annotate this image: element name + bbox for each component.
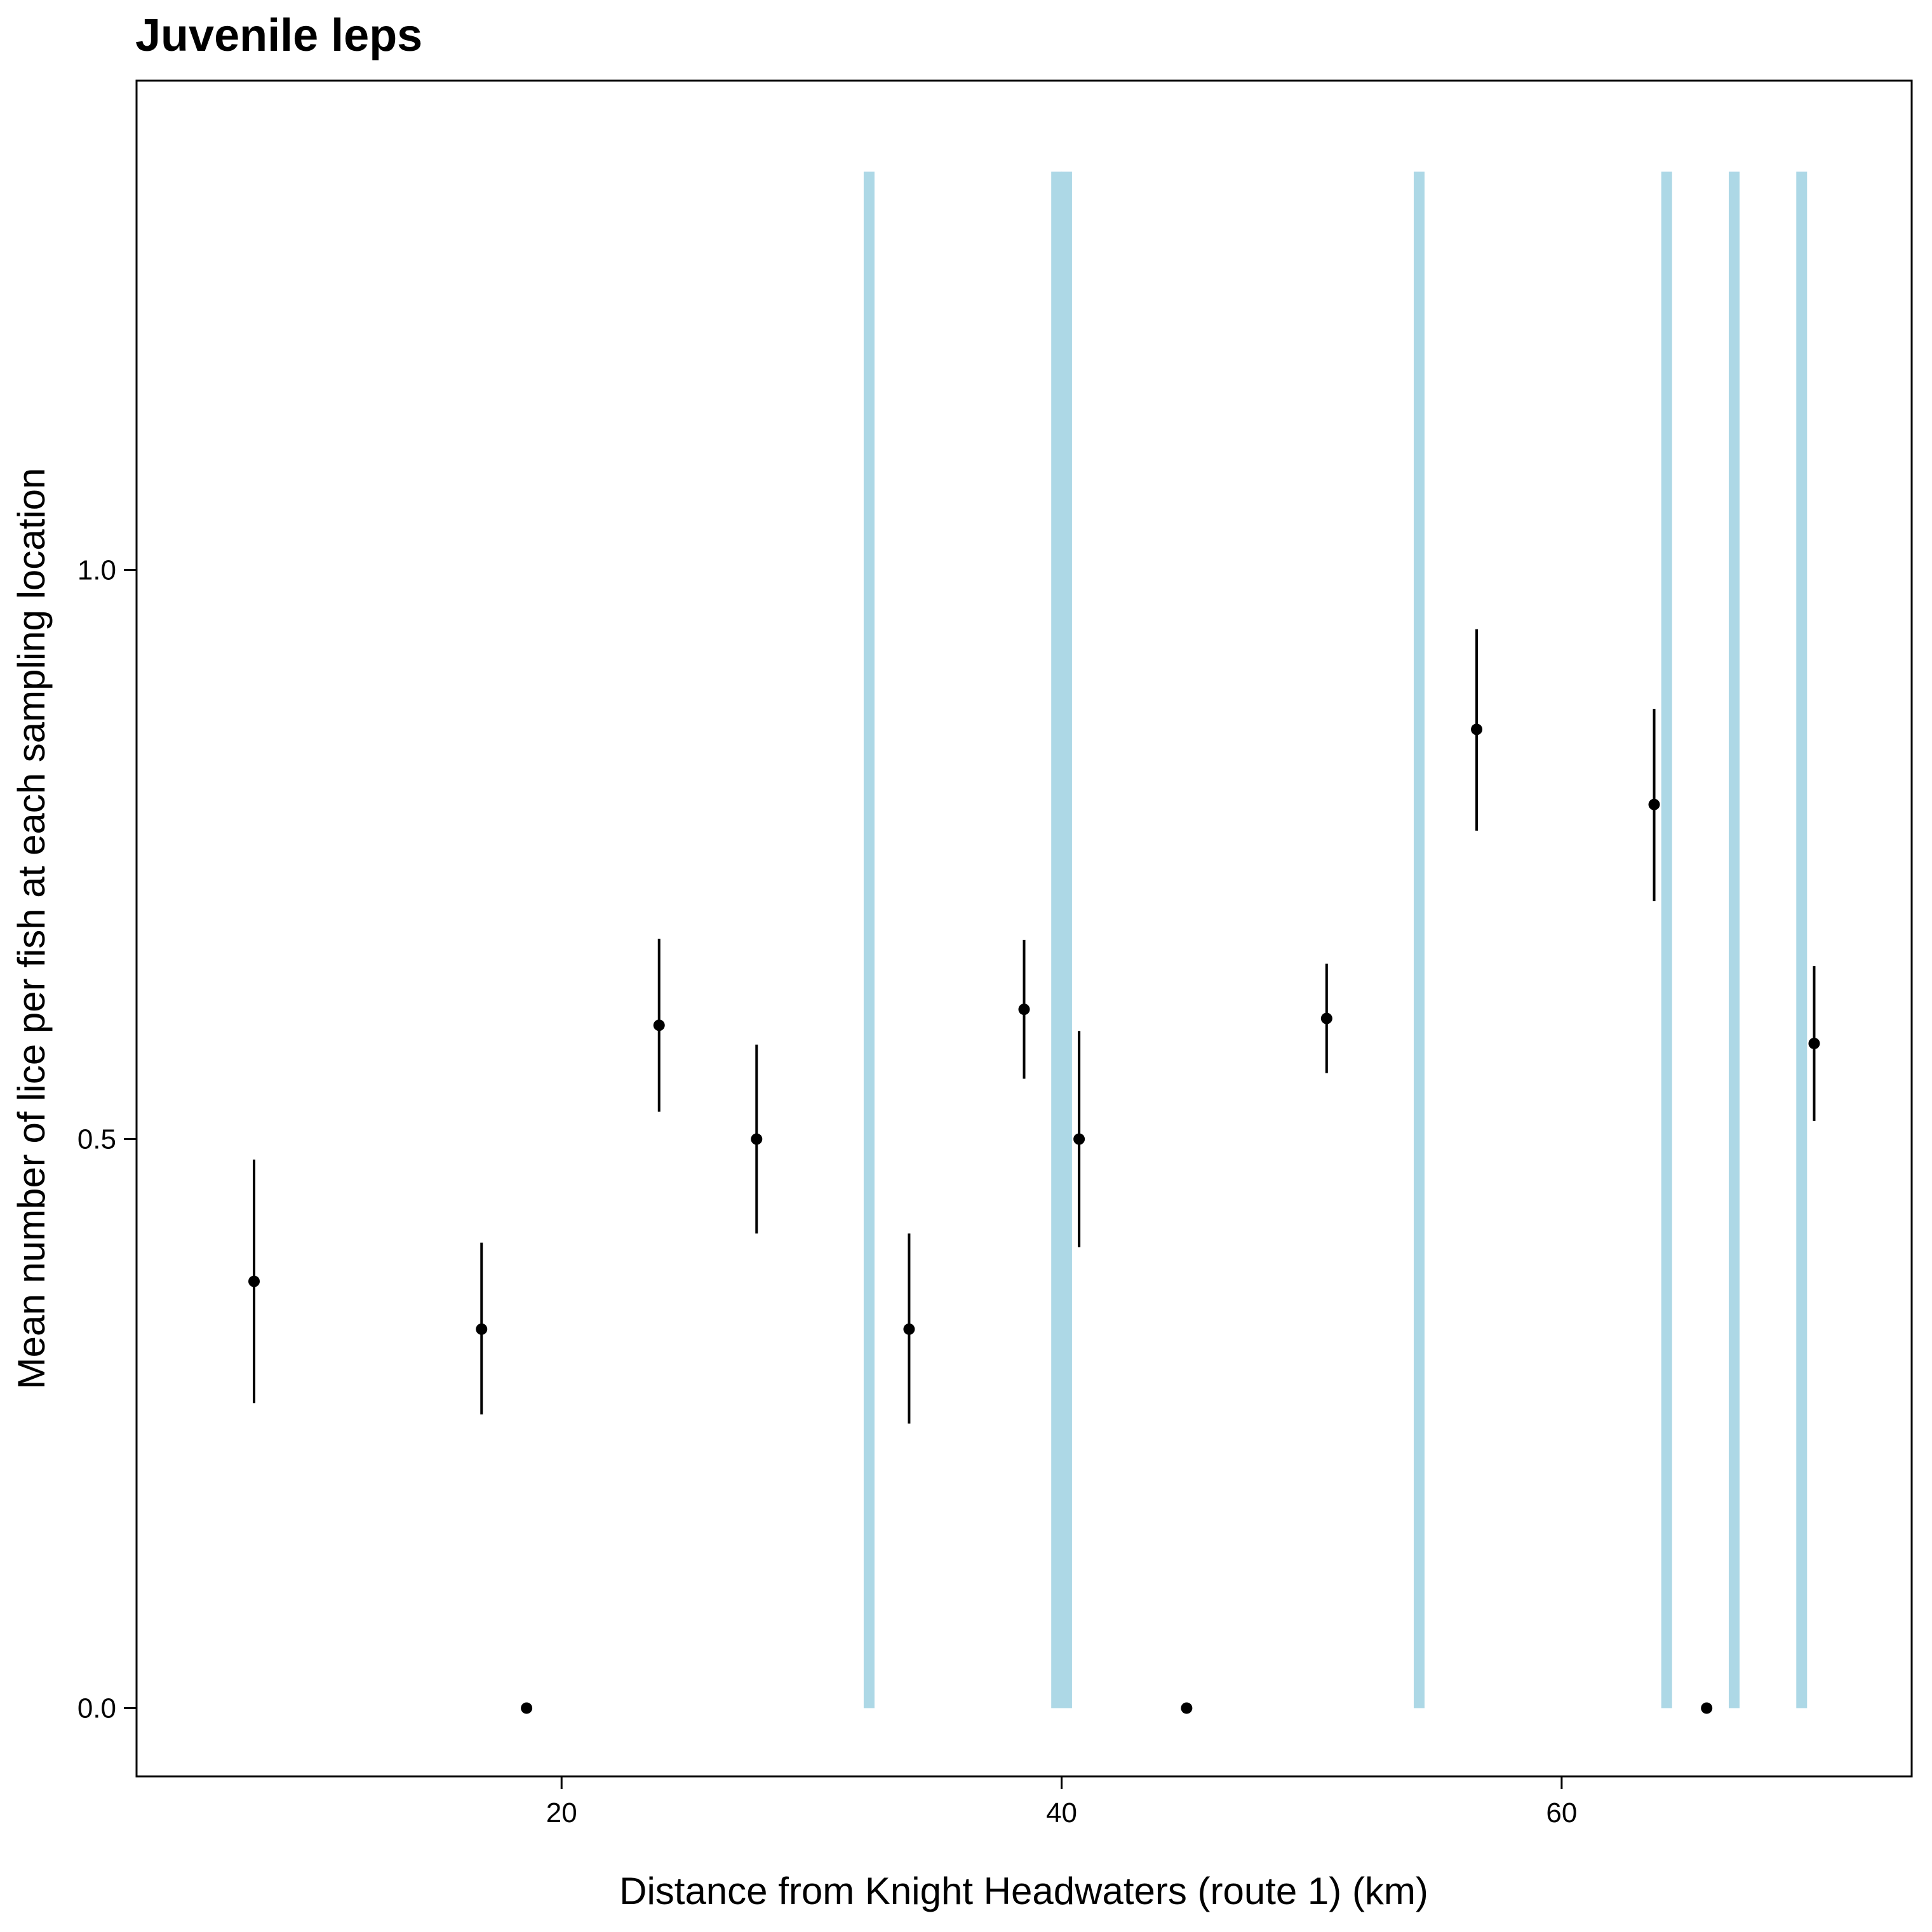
chart-title: Juvenile leps xyxy=(135,10,422,61)
data-points xyxy=(248,723,1820,1714)
x-tick-label: 20 xyxy=(546,1797,577,1828)
data-point xyxy=(521,1702,533,1714)
data-point xyxy=(1808,1037,1820,1049)
data-point xyxy=(1320,1012,1332,1024)
data-point xyxy=(1018,1003,1030,1016)
x-axis-label: Distance from Knight Headwaters (route 1… xyxy=(619,1870,1428,1912)
data-point xyxy=(1181,1702,1193,1714)
data-point xyxy=(248,1275,260,1287)
y-tick-label: 1.0 xyxy=(77,555,116,586)
data-point xyxy=(903,1323,915,1335)
data-point xyxy=(751,1133,763,1145)
y-axis: 0.0 0.5 1.0 xyxy=(77,555,137,1724)
data-point xyxy=(1701,1702,1713,1714)
x-tick-label: 40 xyxy=(1046,1797,1077,1828)
data-point xyxy=(653,1019,665,1031)
x-tick-label: 60 xyxy=(1546,1797,1577,1828)
y-tick-label: 0.0 xyxy=(77,1693,116,1724)
y-axis-label: Mean number of lice per fish at each sam… xyxy=(10,468,53,1390)
data-point xyxy=(476,1323,488,1335)
data-point xyxy=(1471,723,1483,735)
y-tick-label: 0.5 xyxy=(77,1124,116,1155)
data-point xyxy=(1648,798,1660,810)
reference-lines xyxy=(863,171,1808,1708)
data-point xyxy=(1073,1133,1085,1145)
x-axis: 20 40 60 xyxy=(546,1776,1577,1828)
plot-area-border xyxy=(135,79,1913,1778)
